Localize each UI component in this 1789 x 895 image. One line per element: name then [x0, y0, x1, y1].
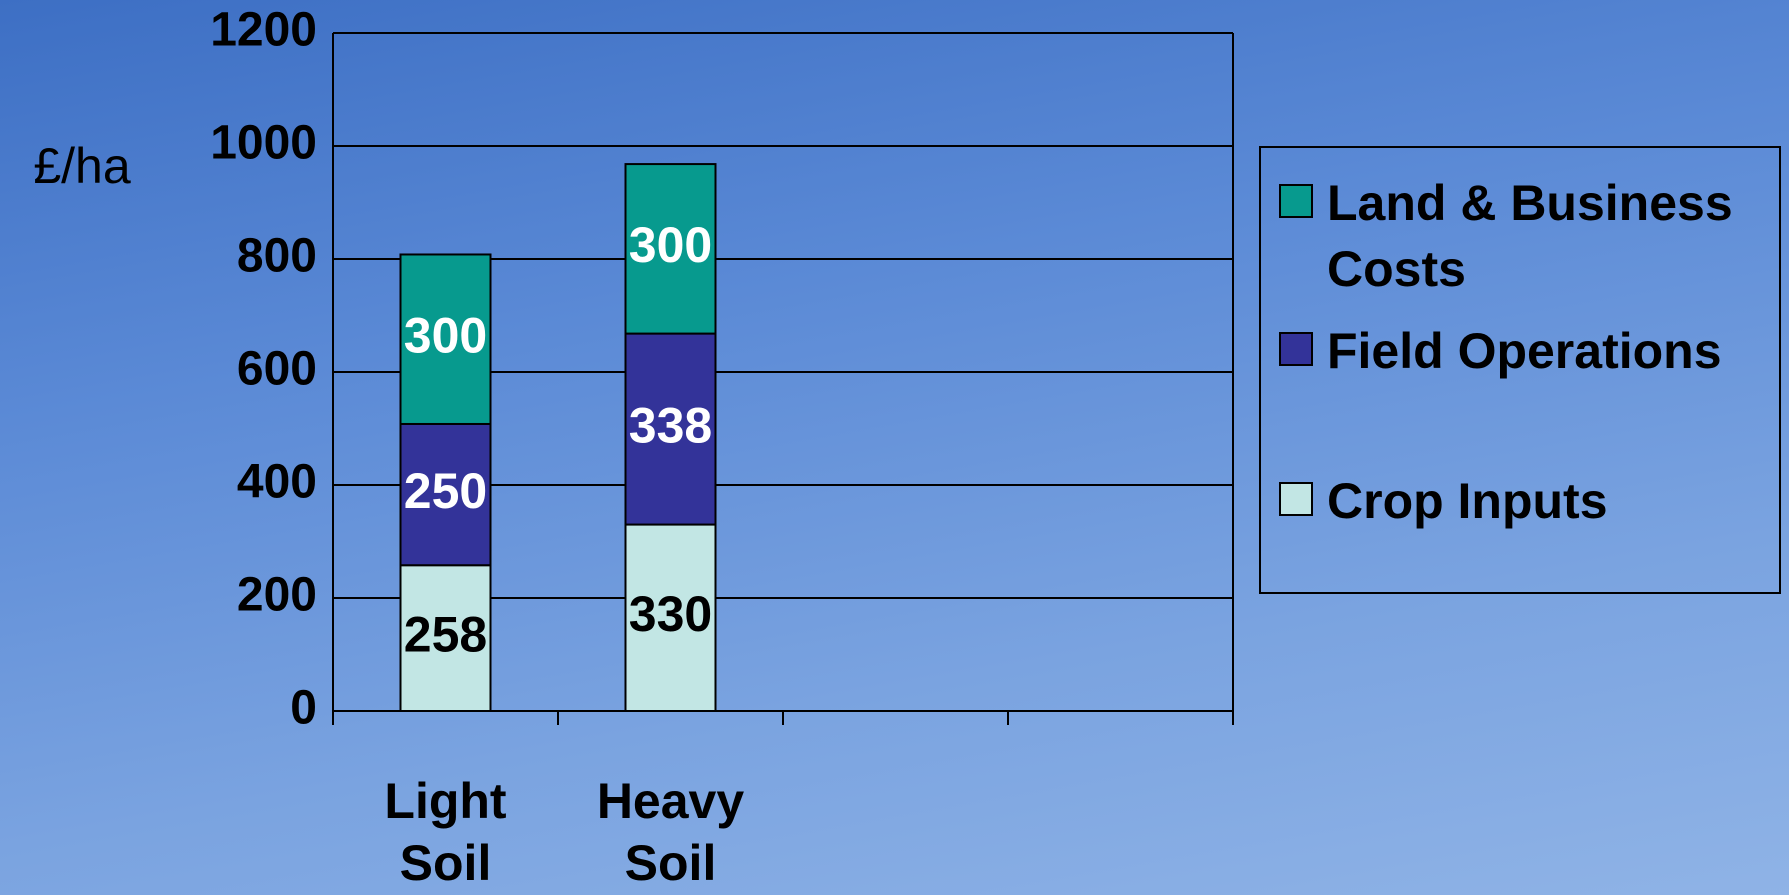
value-label: 250 — [404, 463, 487, 519]
legend-swatch — [1279, 482, 1313, 516]
y-tick-label: 600 — [237, 343, 317, 396]
legend-label: Land & Business Costs — [1327, 175, 1733, 297]
bar-segment — [399, 253, 492, 425]
value-label: 338 — [629, 397, 712, 453]
value-label: 300 — [629, 217, 712, 273]
legend-swatch — [1279, 184, 1313, 218]
legend-label: Crop Inputs — [1327, 473, 1608, 529]
bar-segment — [399, 422, 492, 567]
legend: Land & Business Costs Field Operations Cro… — [1259, 146, 1781, 594]
value-label: 258 — [404, 606, 487, 662]
value-label: 300 — [404, 307, 487, 363]
y-tick-label: 400 — [237, 456, 317, 509]
y-axis-label: £/ha — [33, 138, 131, 194]
bar-segment — [399, 564, 492, 712]
bar-segment — [624, 163, 717, 335]
y-tick-label: 1000 — [210, 117, 317, 170]
y-tick-label: 0 — [290, 682, 317, 735]
value-label: 330 — [629, 586, 712, 642]
legend-item: Field Operations — [1279, 318, 1773, 384]
y-tick-label: 800 — [237, 230, 317, 283]
x-tick-label: Heavy Soil — [596, 773, 745, 891]
legend-item: Crop Inputs — [1279, 468, 1773, 534]
y-tick-label: 1200 — [210, 4, 317, 57]
bar-segment — [624, 523, 717, 712]
legend-label: Field Operations — [1327, 323, 1722, 379]
legend-item: Land & Business Costs — [1279, 170, 1773, 302]
legend-swatch — [1279, 332, 1313, 366]
y-tick-label: 200 — [237, 569, 317, 622]
x-tick-label: Light Soil — [384, 773, 507, 891]
